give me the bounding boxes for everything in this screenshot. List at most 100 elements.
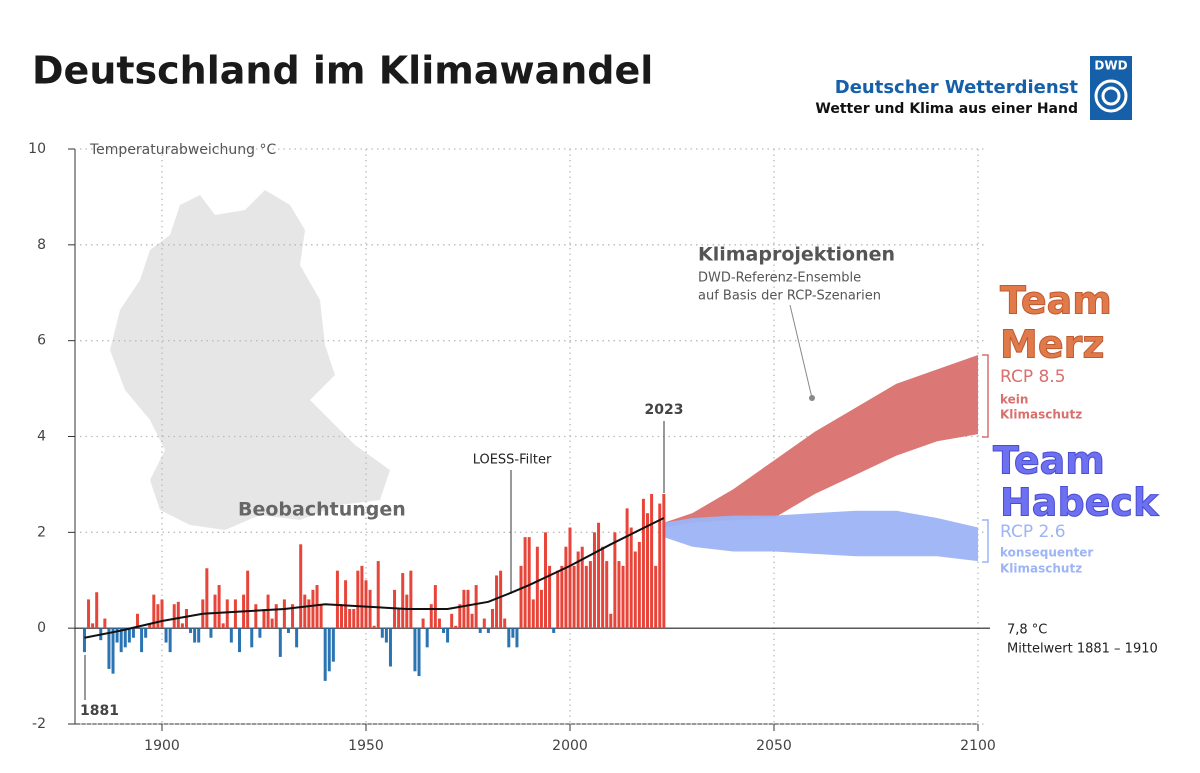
bar — [115, 628, 119, 643]
x-tick-label: 2000 — [552, 738, 588, 754]
bar — [262, 609, 266, 629]
bar — [136, 613, 140, 629]
bar — [140, 628, 144, 653]
bar — [560, 565, 564, 629]
bar — [217, 585, 221, 629]
bar — [87, 599, 91, 629]
bar — [531, 599, 535, 629]
bar — [229, 628, 233, 643]
bar — [397, 609, 401, 629]
bar — [156, 604, 160, 629]
bar — [450, 613, 454, 629]
annotation: 2023 — [645, 402, 684, 418]
bar — [597, 522, 601, 629]
bar — [258, 628, 262, 638]
bar — [164, 628, 168, 643]
bar — [613, 532, 617, 629]
bar — [609, 613, 613, 629]
callout — [789, 304, 813, 399]
annotation: 7,8 °C — [1007, 623, 1047, 638]
bar — [274, 604, 278, 629]
bracket — [982, 519, 989, 563]
annotation: Klimaschutz — [1000, 562, 1082, 576]
bar — [160, 599, 164, 629]
bar — [470, 613, 474, 629]
callout-dot — [809, 395, 815, 401]
bar — [311, 589, 315, 629]
bar — [466, 589, 470, 629]
bar — [637, 541, 641, 629]
bar — [388, 628, 392, 667]
bar — [368, 589, 372, 629]
bar — [315, 585, 319, 629]
annotation: Klimaschutz — [1000, 408, 1082, 422]
x-tick-label: 2050 — [756, 738, 792, 754]
bar — [588, 561, 592, 629]
bar — [144, 628, 148, 638]
scenario-label: RCP 2.6 — [1000, 522, 1066, 542]
x-tick-label: 1950 — [348, 738, 384, 754]
y-axis-label: Temperaturabweichung °C — [89, 142, 276, 158]
bar — [527, 537, 531, 629]
y-tick-label: 6 — [37, 333, 46, 349]
bar — [225, 599, 229, 629]
annotation: auf Basis der RCP-Szenarien — [698, 289, 881, 304]
bar — [495, 575, 499, 629]
scenario-band — [663, 355, 978, 528]
bar — [323, 628, 327, 681]
bar — [335, 570, 339, 629]
annotation: DWD-Referenz-Ensemble — [698, 271, 861, 286]
bar — [352, 609, 356, 629]
bar — [340, 604, 344, 629]
bar — [364, 580, 368, 629]
bar — [474, 585, 478, 629]
bar — [209, 628, 213, 638]
bar — [446, 628, 450, 643]
bar — [507, 628, 511, 648]
bar — [303, 594, 307, 629]
bar — [131, 628, 135, 638]
bar — [401, 573, 405, 629]
y-tick-label: 0 — [37, 620, 46, 636]
bar — [221, 623, 225, 629]
germany-map — [110, 190, 390, 530]
x-tick-label: 1900 — [144, 738, 180, 754]
x-tick-label: 2100 — [960, 738, 996, 754]
bar — [654, 565, 658, 629]
bar — [462, 589, 466, 629]
brand-name: Deutscher Wetterdienst — [835, 77, 1079, 98]
bar — [331, 628, 335, 662]
bar — [193, 628, 197, 643]
bar — [580, 546, 584, 629]
y-tick-label: 2 — [37, 524, 46, 540]
bar — [605, 561, 609, 629]
bar — [372, 625, 376, 629]
bar — [119, 628, 123, 653]
bar — [127, 628, 131, 643]
bar — [82, 628, 86, 653]
bar — [282, 599, 286, 629]
bar — [584, 565, 588, 629]
bar — [658, 503, 662, 629]
team-label: Team — [1000, 279, 1112, 323]
bar — [621, 565, 625, 629]
y-tick-label: 10 — [28, 141, 46, 157]
bar — [384, 628, 388, 643]
bar — [205, 568, 209, 629]
brand-slogan: Wetter und Klima aus einer Hand — [815, 101, 1078, 117]
bar — [548, 565, 552, 629]
bar — [380, 628, 384, 638]
bar — [286, 628, 290, 633]
bar — [568, 527, 572, 629]
bar — [405, 594, 409, 629]
annotation: Klimaprojektionen — [698, 244, 895, 266]
bar — [291, 604, 295, 629]
annotation: LOESS-Filter — [473, 453, 552, 468]
bar — [421, 618, 425, 629]
bar — [238, 628, 242, 653]
bar — [442, 628, 446, 633]
bar — [646, 513, 650, 629]
bar — [519, 565, 523, 629]
y-tick-label: -2 — [32, 716, 46, 732]
bar — [250, 628, 254, 648]
